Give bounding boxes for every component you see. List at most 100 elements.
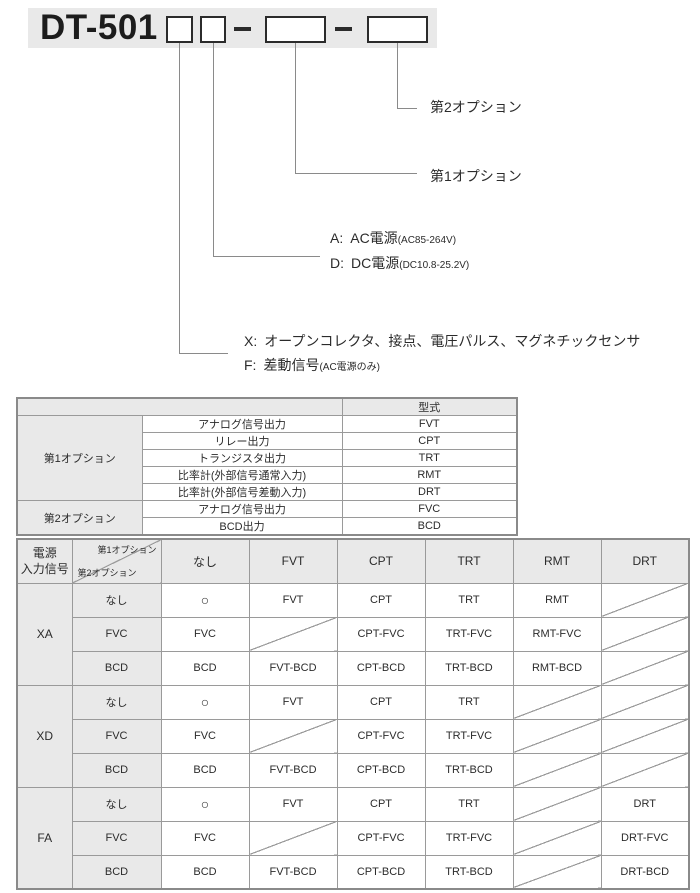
matrix-cell: FVT-BCD [248,752,338,788]
power-code-a: A: [330,230,344,246]
option-code: DRT [341,483,518,501]
table-row: 比率計(外部信号通常入力) RMT [17,466,518,484]
table-row: BCD BCD FVT-BCD CPT-BCD TRT-BCD DRT-BCD [17,854,690,890]
input-label-x: オープンコレクタ、接点、電圧パルス、マグネチックセンサ [264,333,641,349]
matrix-cell: DRT [600,786,690,822]
matrix-cell: DRT-FVC [600,820,690,856]
callout-line-option2 [397,43,398,108]
option-code: CPT [341,432,518,450]
blocked-cell [600,582,690,618]
blocked-cell [600,684,690,720]
matrix-cell: CPT-BCD [336,650,426,686]
option-code-table: 型式 第1オプション アナログ信号出力 FVT リレー出力 CPT トランジスタ… [16,397,518,536]
option-code: BCD [341,517,518,536]
matrix-cell: CPT-FVC [336,616,426,652]
row-label: BCD [71,752,162,788]
table-row: 第1オプション アナログ信号出力 FVT [16,415,518,501]
blocked-cell [600,616,690,652]
row-label: FVC [71,718,162,754]
callout-line-option1 [295,43,296,173]
model-prefix: DT-501 [40,8,158,47]
option1-group-label: 第1オプション [16,415,143,501]
option-code: RMT [341,466,518,484]
group-label-xa: XA [16,582,73,686]
separator-dash [234,27,251,31]
separator-dash [335,27,352,31]
blocked-cell [248,820,338,856]
power-note-a: (AC85-264V) [397,235,457,246]
group-label-xd: XD [16,684,73,788]
callout-line-power [213,256,320,257]
input-code-x: X: [244,333,258,349]
callout-line-input-signal [179,43,180,353]
matrix-cell: CPT-FVC [336,820,426,856]
power-option-dc: D: DC電源(DC10.8-25.2V) [330,253,469,273]
option-code: FVT [341,415,518,433]
matrix-cell: TRT [424,684,514,720]
table-row: BCD BCD FVT-BCD CPT-BCD TRT-BCD [17,752,690,788]
matrix-cell: TRT-BCD [424,752,514,788]
option1-code-box [265,16,326,43]
matrix-cell: FVT [248,582,338,618]
blocked-cell [512,854,602,890]
table-row: FVC FVC CPT-FVC TRT-FVC [17,718,690,754]
table-row: XD なし ○ FVT CPT TRT [16,684,690,788]
matrix-cell: FVC [160,820,250,856]
matrix-cell: FVT [248,684,338,720]
matrix-cell: RMT [512,582,602,618]
corner-option2-label: 第2オプション [77,567,137,578]
row-label: BCD [71,854,162,890]
matrix-cell: CPT [336,582,426,618]
input-code-f: F: [244,357,257,373]
input-note-f: (AC電源のみ) [319,362,381,373]
matrix-cell: ○ [160,684,250,720]
matrix-col-header: RMT [512,538,602,584]
matrix-cell: RMT-BCD [512,650,602,686]
matrix-cell: TRT [424,786,514,822]
table-row: XA なし ○ FVT CPT TRT RMT [16,582,690,686]
matrix-cell: CPT-FVC [336,718,426,754]
power-input-header-line2: 入力信号 [20,562,69,577]
blocked-cell [600,752,690,788]
option2-group-label: 第2オプション [16,500,143,536]
table-row: FVC FVC CPT-FVC TRT-FVC DRT-FVC [17,820,690,856]
power-input-header: 電源 入力信号 [16,538,73,584]
table-row: 型式 [16,397,518,416]
blocked-cell [512,752,602,788]
table-row: 比率計(外部信号差動入力) DRT [17,483,518,501]
option-code: TRT [341,449,518,467]
row-label: FVC [71,616,162,652]
combination-matrix-table: 電源 入力信号 第1オプション 第2オプション なし FVT CPT TRT R… [16,538,690,890]
input-signal-code-box [166,16,193,43]
power-note-d: (DC10.8-25.2V) [399,260,470,271]
option-desc: 比率計(外部信号通常入力) [141,466,343,484]
option-desc: BCD出力 [141,517,343,536]
matrix-cell: BCD [160,752,250,788]
matrix-cell: TRT-BCD [424,854,514,890]
input-option-x: X: オープンコレクタ、接点、電圧パルス、マグネチックセンサ [244,331,640,351]
table-row: BCD出力 BCD [17,517,518,536]
matrix-corner-cell: 第1オプション 第2オプション [71,538,162,584]
matrix-cell: FVT [248,786,338,822]
option1-callout-label: 第1オプション [430,168,522,184]
matrix-cell: CPT-BCD [336,854,426,890]
row-label: なし [71,684,162,720]
option-desc: アナログ信号出力 [141,500,343,518]
matrix-cell: TRT-FVC [424,616,514,652]
matrix-col-header: DRT [600,538,690,584]
blocked-cell [512,820,602,856]
option-code: FVC [341,500,518,518]
model-code-column-header: 型式 [341,397,518,416]
power-label-a: AC電源 [350,230,398,246]
table-row: トランジスタ出力 TRT [17,449,518,467]
table-row: BCD BCD FVT-BCD CPT-BCD TRT-BCD RMT-BCD [17,650,690,686]
power-code-d: D: [330,255,344,271]
matrix-cell: FVC [160,616,250,652]
callout-line-input-signal [179,353,228,354]
option2-code-box [367,16,428,43]
matrix-cell: FVC [160,718,250,754]
table-row: FVC FVC CPT-FVC TRT-FVC RMT-FVC [17,616,690,652]
matrix-cell: CPT [336,684,426,720]
matrix-col-header: FVT [248,538,338,584]
